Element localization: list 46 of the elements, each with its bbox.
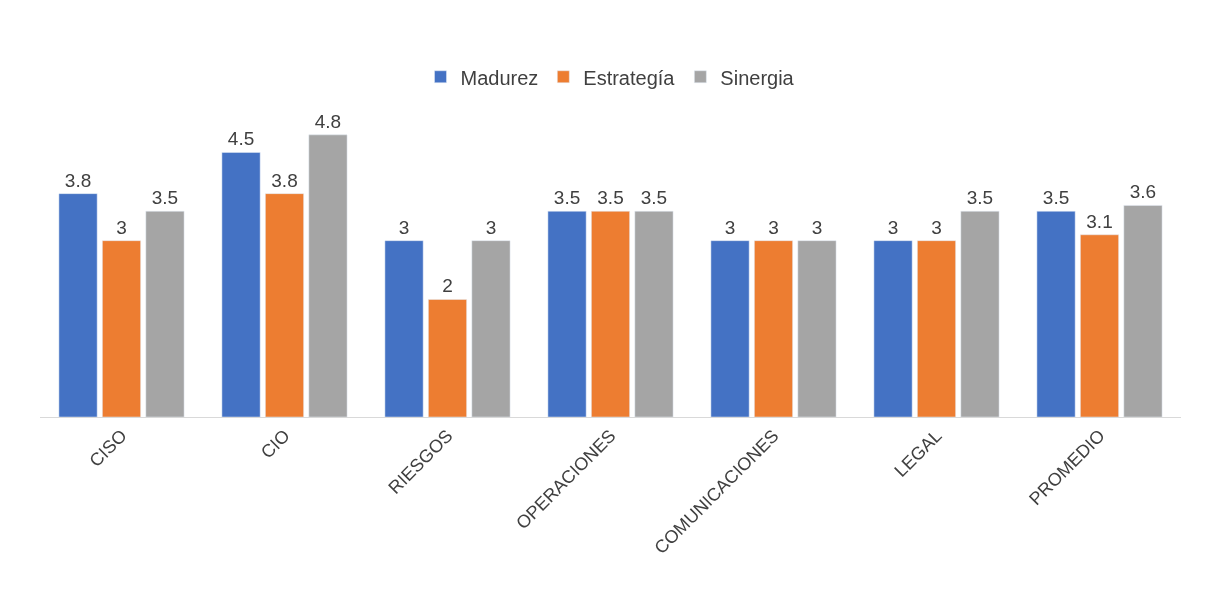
data-label: 3.5 [597, 187, 624, 209]
data-label: 3.5 [1042, 187, 1070, 209]
data-label: 3 [116, 216, 127, 238]
bar [221, 152, 261, 417]
bar [145, 211, 185, 417]
data-label: 3 [931, 216, 942, 238]
bar [710, 240, 750, 417]
bar [797, 240, 837, 417]
bar [917, 240, 956, 417]
data-label: 4.8 [314, 110, 342, 132]
bar [471, 240, 511, 417]
data-label: 3 [768, 216, 779, 238]
bar [1080, 234, 1119, 417]
bar [265, 193, 304, 417]
legend-label: Madurez [460, 66, 539, 89]
data-label: 3 [811, 216, 823, 238]
bar [873, 240, 913, 417]
data-label: 3.5 [640, 187, 668, 209]
data-label: 3 [887, 216, 899, 238]
bar [591, 211, 630, 417]
bar [960, 211, 1000, 417]
bar [428, 299, 467, 417]
data-label: 3 [485, 216, 497, 238]
data-label: 3.1 [1086, 210, 1113, 232]
bar [58, 193, 98, 417]
legend-label: Estrategía [583, 66, 676, 89]
data-label: 4.5 [227, 128, 255, 150]
data-label: 3.8 [271, 169, 298, 191]
bar [547, 211, 587, 417]
bar [634, 211, 674, 417]
data-label: 3.6 [1129, 181, 1157, 203]
bar [384, 240, 424, 417]
bar [308, 134, 348, 417]
bar [1123, 205, 1163, 417]
data-label: 3 [398, 216, 410, 238]
data-label: 3.5 [151, 187, 179, 209]
legend-label: Sinergia [720, 66, 795, 89]
data-label: 2 [442, 275, 453, 297]
data-label: 3 [724, 216, 736, 238]
bar [102, 240, 141, 417]
data-label: 3.5 [553, 187, 581, 209]
data-label: 3.5 [966, 187, 994, 209]
x-tick-label: CIO [256, 425, 294, 463]
bar [1036, 211, 1076, 417]
data-label: 3.8 [64, 169, 92, 191]
bar [754, 240, 793, 417]
